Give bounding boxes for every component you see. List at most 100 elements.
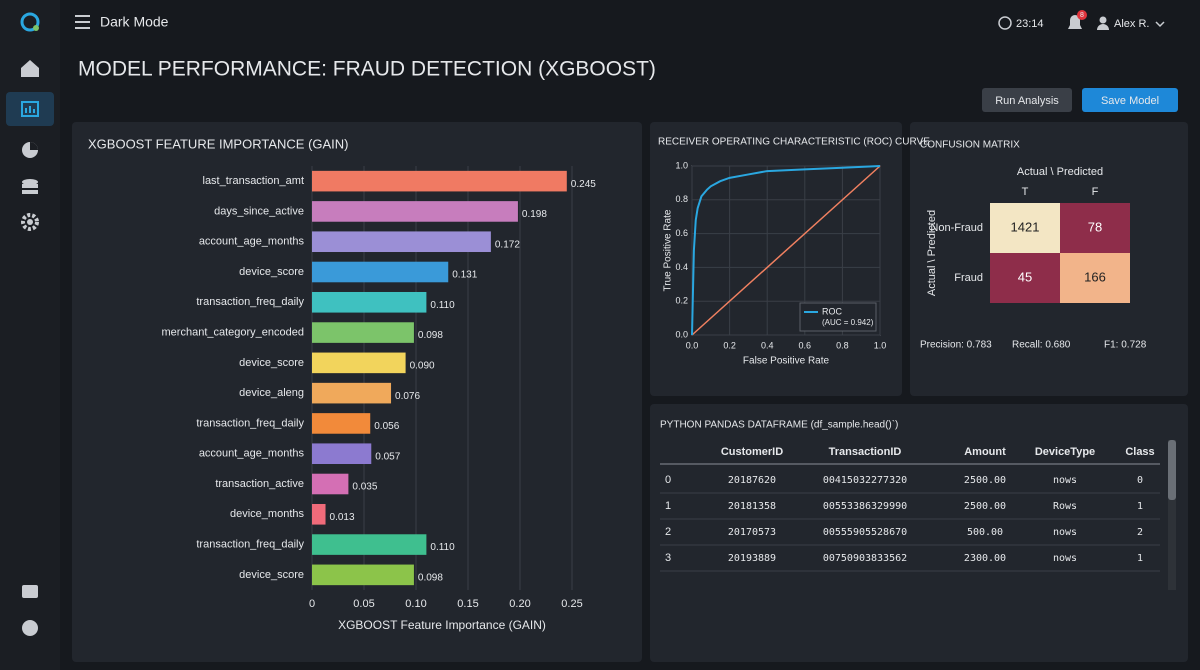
y-tick-label: account_age_months <box>199 236 305 248</box>
cell-value: 78 <box>1088 219 1102 234</box>
chart-title: RECEIVER OPERATING CHARACTERISTIC (ROC) … <box>658 137 930 148</box>
y-tick-label: transaction_freq_daily <box>196 296 304 308</box>
panel-title: CONFUSION MATRIX <box>920 140 1020 151</box>
x-tick-label: 0 <box>309 598 315 610</box>
nav-settings[interactable] <box>21 213 39 231</box>
y-tick-label: transaction_freq_daily <box>196 538 304 550</box>
bar <box>312 413 371 434</box>
table-cell: 2300.00 <box>964 553 1006 564</box>
row-index: 3 <box>665 552 671 564</box>
clock-icon <box>998 16 1012 30</box>
annotation: (AUC = 0.942) <box>822 318 874 327</box>
bar <box>312 201 518 222</box>
table-cell: 00553386329990 <box>823 501 907 512</box>
cell-value: 166 <box>1084 269 1106 284</box>
button-label: Run Analysis <box>995 95 1059 107</box>
row-label: Non-Fraud <box>930 222 983 234</box>
panel <box>650 404 1188 662</box>
notification-count: 8 <box>1080 12 1084 19</box>
column-header: CustomerID <box>721 446 783 458</box>
value-label: 0.131 <box>452 270 477 281</box>
y-tick-label: device_score <box>239 357 304 369</box>
x-tick-label: 0.15 <box>457 598 478 610</box>
bar <box>312 352 406 374</box>
y-tick-label: 0.0 <box>675 329 688 339</box>
scrollbar-track <box>1168 440 1176 590</box>
nav-feedback[interactable] <box>22 585 38 598</box>
line <box>691 165 881 336</box>
table-cell: 00555905528670 <box>823 527 907 538</box>
nav-help[interactable] <box>22 620 38 636</box>
bar <box>312 291 427 313</box>
table-cell: 500.00 <box>967 527 1003 538</box>
scrollbar-thumb[interactable] <box>1168 440 1176 500</box>
nav-database[interactable] <box>22 179 38 194</box>
column-header: DeviceType <box>1035 446 1095 458</box>
y-tick-label: merchant_category_encoded <box>162 326 304 338</box>
column-header: Class <box>1125 446 1154 458</box>
nav-pie[interactable] <box>22 142 38 158</box>
value-label: 0.098 <box>418 330 443 341</box>
logo <box>20 12 40 32</box>
user-menu[interactable]: Alex R. <box>1097 16 1165 31</box>
page-title: MODEL PERFORMANCE: FRAUD DETECTION (XGBO… <box>78 58 656 81</box>
table-cell: nows <box>1053 527 1077 538</box>
table-cell: 20181358 <box>728 501 776 512</box>
value-label: 0.057 <box>375 451 400 462</box>
y-tick-label: 1.0 <box>675 160 688 170</box>
x-tick-label: 0.8 <box>836 340 849 350</box>
legend-label: ROC <box>822 306 843 316</box>
table-cell: 00750903833562 <box>823 553 907 564</box>
menu-button[interactable] <box>75 15 90 29</box>
x-tick-label: 0.6 <box>799 340 812 350</box>
value-label: 0.198 <box>522 209 547 220</box>
table-cell: nows <box>1053 553 1077 564</box>
bar <box>312 322 414 343</box>
x-tick-label: 0.0 <box>686 340 699 350</box>
x-tick-label: 0.4 <box>761 340 774 350</box>
metric: Precision: 0.783 <box>920 340 992 351</box>
bar <box>312 503 326 525</box>
table-cell: 1 <box>1137 501 1143 512</box>
bar <box>312 534 427 555</box>
legend-box <box>799 302 877 332</box>
notifications[interactable]: 8 <box>1068 10 1087 29</box>
bar <box>312 473 349 495</box>
y-tick-label: device_score <box>239 569 304 581</box>
button-label: Save Model <box>1101 95 1159 107</box>
metric: F1: 0.728 <box>1104 340 1147 351</box>
x-tick-label: 0.25 <box>561 598 582 610</box>
table-cell: 20187620 <box>728 475 776 486</box>
table-cell: 00415032277320 <box>823 475 907 486</box>
x-axis-label: False Positive Rate <box>743 356 830 367</box>
column-label: T <box>1022 186 1029 198</box>
value-label: 0.245 <box>571 179 596 190</box>
row-title: Actual \ Predicted <box>926 210 938 296</box>
table-cell: 2 <box>1137 527 1143 538</box>
x-tick-label: 1.0 <box>874 340 887 350</box>
bar <box>312 382 392 404</box>
value-label: 0.098 <box>418 572 443 583</box>
save-model-button[interactable]: Save Model <box>1082 88 1178 112</box>
table-cell: 20170573 <box>728 527 776 538</box>
nav-analytics[interactable] <box>21 101 39 117</box>
matrix-cell <box>1060 203 1130 253</box>
column-header: TransactionID <box>829 446 902 458</box>
run-analysis-button[interactable]: Run Analysis <box>982 88 1072 112</box>
value-label: 0.172 <box>495 239 520 250</box>
matrix-cell <box>990 253 1060 303</box>
metric: Recall: 0.680 <box>1012 340 1071 351</box>
y-tick-label: account_age_months <box>199 448 305 460</box>
x-tick-label: 0.20 <box>509 598 530 610</box>
y-tick-label: device_score <box>239 266 304 278</box>
y-tick-label: last_transaction_amt <box>203 175 305 187</box>
y-tick-label: transaction_freq_daily <box>196 417 304 429</box>
value-label: 0.110 <box>430 542 455 553</box>
cell-value: 1421 <box>1011 219 1040 234</box>
value-label: 0.013 <box>330 512 355 523</box>
y-tick-label: transaction_active <box>215 478 304 490</box>
nav-home[interactable] <box>21 60 39 77</box>
bar <box>312 170 567 192</box>
bar <box>312 564 414 586</box>
